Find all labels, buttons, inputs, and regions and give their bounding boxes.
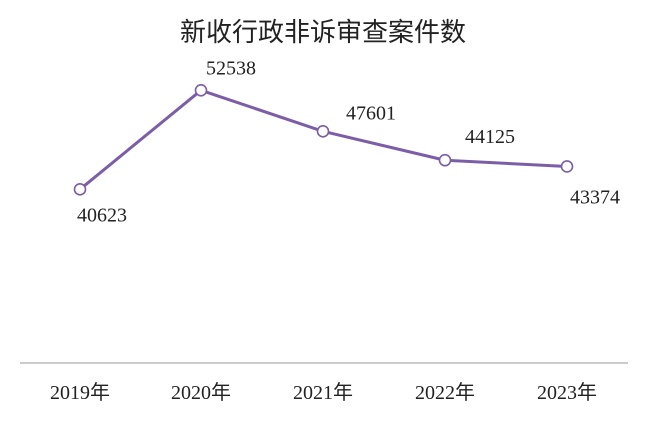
data-point-2023年 [560, 160, 574, 173]
data-label: 47601 [346, 102, 396, 124]
plot-area: 40623 52538 47601 44125 43374 2019年 2020年 2021年… [20, 57, 628, 404]
x-tick-label: 2021年 [293, 381, 353, 404]
data-point-2020年 [194, 84, 208, 97]
data-label: 44125 [465, 126, 515, 148]
data-label: 43374 [570, 186, 620, 208]
data-point-2021年 [316, 125, 330, 138]
data-label: 40623 [77, 204, 127, 226]
x-tick-label: 2020年 [171, 381, 231, 404]
x-tick-label: 2019年 [50, 381, 110, 404]
x-tick-label: 2022年 [415, 381, 475, 404]
data-point-2022年 [438, 153, 452, 167]
chart-title: 新收行政非诉审查案件数 [180, 18, 466, 48]
data-point-2019年 [73, 183, 87, 196]
data-label: 52538 [206, 57, 256, 79]
x-tick-label: 2023年 [537, 381, 597, 404]
